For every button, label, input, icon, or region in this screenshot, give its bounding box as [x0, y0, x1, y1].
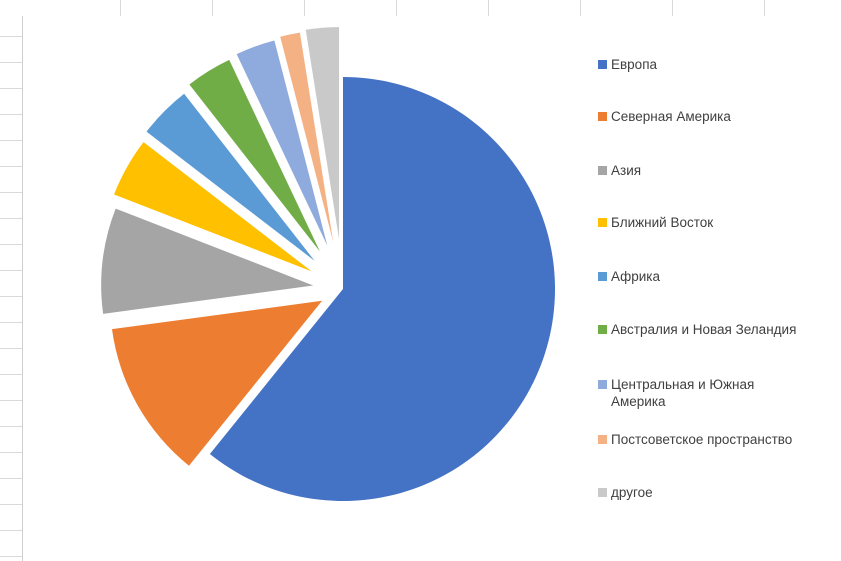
grid-row-line	[0, 322, 22, 323]
chart-area[interactable]: Европа Северная Америка Азия Ближний Восток…	[22, 16, 841, 561]
legend-item[interactable]: другое	[598, 484, 841, 501]
legend-label: Европа	[611, 57, 658, 72]
grid-row-line	[0, 244, 22, 245]
legend-swatch	[598, 272, 607, 281]
legend-item[interactable]: Центральная и Южная Америка	[598, 376, 841, 410]
legend-swatch	[598, 380, 607, 389]
legend-label: Азия	[611, 163, 642, 178]
grid-row-line	[0, 166, 22, 167]
grid-column-line	[764, 0, 765, 16]
grid-row-line	[0, 374, 22, 375]
pie-slice-4[interactable]	[114, 142, 312, 272]
legend-item[interactable]: Ближний Восток	[598, 214, 841, 231]
pie-chart	[101, 27, 556, 501]
grid-column-line	[304, 0, 305, 16]
grid-row-line	[0, 62, 22, 63]
grid-row-line	[0, 452, 22, 453]
legend-swatch	[598, 60, 607, 69]
legend-swatch	[598, 112, 607, 121]
grid-row-line	[0, 504, 22, 505]
legend-label: другое	[611, 485, 653, 500]
pie-slice-5[interactable]	[146, 93, 315, 261]
legend-label: Постсоветское пространство	[611, 432, 793, 447]
grid-row-line	[0, 478, 22, 479]
grid-row-line	[0, 348, 22, 349]
pie-slice-6[interactable]	[189, 59, 320, 252]
legend-label: Северная Америка	[611, 109, 731, 124]
grid-row-line	[0, 426, 22, 427]
legend-label: Ближний Восток	[611, 215, 714, 230]
grid-column-line	[120, 0, 121, 16]
pie-slice-3[interactable]	[101, 208, 314, 314]
grid-row-line	[0, 88, 22, 89]
grid-row-line	[0, 218, 22, 219]
grid-column-line	[580, 0, 581, 16]
grid-row-line	[0, 270, 22, 271]
legend-item[interactable]: Постсоветское пространство	[598, 431, 841, 448]
grid-row-line	[0, 114, 22, 115]
legend-swatch	[598, 488, 607, 497]
legend-item[interactable]: Африка	[598, 268, 841, 285]
grid-row-line	[0, 192, 22, 193]
legend-label: Африка	[611, 269, 661, 284]
grid-row-line	[0, 140, 22, 141]
legend-item[interactable]: Австралия и Новая Зеландия	[598, 321, 841, 338]
pie-slice-7[interactable]	[236, 40, 328, 246]
legend-item[interactable]: Европа	[598, 56, 841, 73]
pie-slice-2[interactable]	[111, 300, 323, 466]
grid-column-line	[488, 0, 489, 16]
legend-label: Австралия и Новая Зеландия	[611, 322, 797, 337]
legend-item[interactable]: Азия	[598, 162, 841, 179]
grid-row-line	[0, 556, 22, 557]
grid-column-line	[212, 0, 213, 16]
legend-item[interactable]: Северная Америка	[598, 108, 841, 125]
legend-label: Центральная и Южная Америка	[611, 377, 755, 409]
grid-row-line	[0, 296, 22, 297]
grid-row-line	[0, 36, 22, 37]
pie-slice-8[interactable]	[280, 32, 334, 243]
grid-row-line	[0, 400, 22, 401]
pie-slice-1[interactable]	[209, 77, 556, 501]
legend-swatch	[598, 218, 607, 227]
grid-column-line	[396, 0, 397, 16]
legend-swatch	[598, 166, 607, 175]
grid-row-line	[0, 530, 22, 531]
grid-column-line	[672, 0, 673, 16]
legend-swatch	[598, 435, 607, 444]
pie-slice-9[interactable]	[305, 27, 340, 240]
legend-swatch	[598, 325, 607, 334]
